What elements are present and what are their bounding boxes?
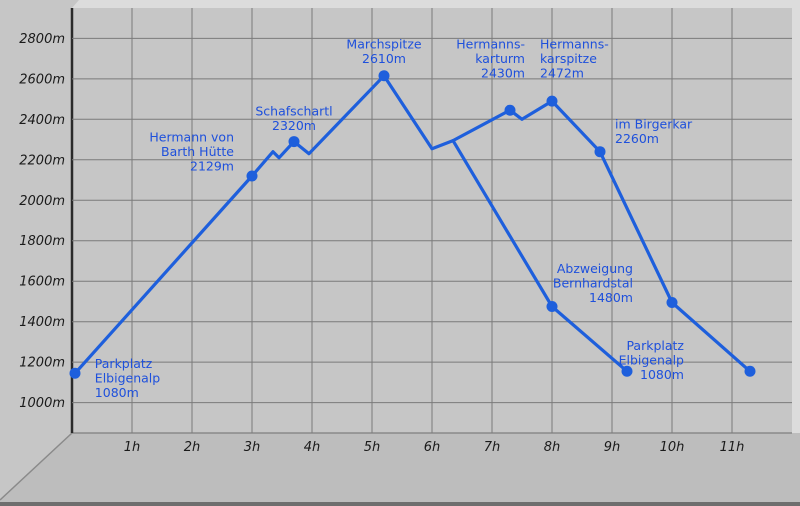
point-label: Hermanns-karspitze 2472m [540, 36, 609, 80]
point-label: im Birgerkar 2260m [615, 116, 693, 146]
point-label-line: 1480m [589, 290, 633, 305]
x-tick-label: 1h [124, 440, 141, 455]
data-point [744, 365, 756, 377]
point-label-line: 2472m [540, 65, 584, 80]
point-label-line: Schafschartl [255, 103, 332, 118]
x-tick-label: 3h [244, 440, 261, 455]
data-point [546, 301, 558, 313]
frame-floor [0, 433, 800, 506]
data-point [621, 365, 633, 377]
data-point [69, 367, 81, 379]
y-tick-label: 2600m [19, 72, 65, 87]
y-tick-label: 1000m [19, 396, 65, 411]
x-tick-labels: 1h 2h 3h 4h 5h 6h 7h 8h 9h 10h 11h [124, 440, 745, 455]
data-point [246, 170, 258, 182]
data-point [378, 70, 390, 82]
point-label: Marchspitze 2610m [346, 36, 421, 66]
point-label-line: Marchspitze [346, 36, 421, 51]
point-label-line: Bernhardstal [553, 276, 633, 291]
x-tick-label: 4h [304, 440, 321, 455]
point-label-line: 1080m [95, 385, 139, 400]
point-label-line: 2610m [362, 51, 406, 66]
point-label-line: 1080m [640, 367, 684, 382]
data-point [546, 95, 558, 107]
x-tick-label: 6h [424, 440, 441, 455]
point-label: Parkplatz Elbigenalp 1080m [95, 356, 160, 400]
point-label-line: karturm [475, 51, 525, 66]
point-label: Parkplatz Elbigenalp 1080m [619, 338, 685, 382]
grid-lines [72, 8, 792, 433]
point-label: Hermann von Barth Hütte 2129m [149, 130, 234, 174]
point-label-line: im Birgerkar [615, 116, 693, 131]
point-label-line: 2260m [615, 131, 659, 146]
y-tick-labels: 1000m 1200m 1400m 1600m 1800m 2000m 2200m 2400m… [19, 32, 65, 411]
point-label: Hermanns-karturm 2430m [456, 36, 525, 80]
y-tick-label: 1800m [19, 234, 65, 249]
point-label: Abzweigung Bernhardstal 1480m [553, 261, 633, 305]
point-label-line: 2320m [272, 118, 316, 133]
y-tick-label: 1200m [19, 356, 65, 371]
point-label-line: Parkplatz [95, 356, 153, 371]
series-markers [69, 70, 756, 379]
data-point [666, 296, 678, 308]
point-label-line: Abzweigung [557, 261, 633, 276]
x-tick-label: 9h [604, 440, 621, 455]
x-tick-label: 2h [184, 440, 201, 455]
y-tick-label: 2800m [19, 32, 65, 47]
x-tick-label: 11h [720, 440, 745, 455]
point-label-line: 2430m [481, 65, 525, 80]
y-tick-label: 2400m [19, 113, 65, 128]
x-tick-label: 5h [364, 440, 381, 455]
point-label-line: Hermanns- [456, 36, 525, 51]
point-label-line: Elbigenalp [619, 353, 684, 368]
data-point [504, 104, 516, 116]
series-line [73, 74, 629, 375]
point-label-line: Barth Hütte [161, 144, 234, 159]
point-label-line: 2129m [190, 159, 234, 174]
point-label: Schafschartl 2320m [255, 103, 332, 133]
y-tick-label: 1400m [19, 315, 65, 330]
point-label-line: Parkplatz [626, 338, 684, 353]
y-tick-label: 2200m [19, 153, 65, 168]
x-tick-label: 7h [484, 440, 501, 455]
data-point [288, 136, 300, 148]
point-label-line: Hermanns- [540, 36, 609, 51]
point-label-line: Elbigenalp [95, 371, 160, 386]
x-tick-label: 10h [660, 440, 685, 455]
y-tick-label: 1600m [19, 275, 65, 290]
data-point [594, 146, 606, 158]
x-tick-label: 8h [544, 440, 561, 455]
point-label-line: Hermann von [149, 130, 234, 145]
point-label-line: karspitze [540, 51, 597, 66]
y-tick-label: 2000m [19, 194, 65, 209]
